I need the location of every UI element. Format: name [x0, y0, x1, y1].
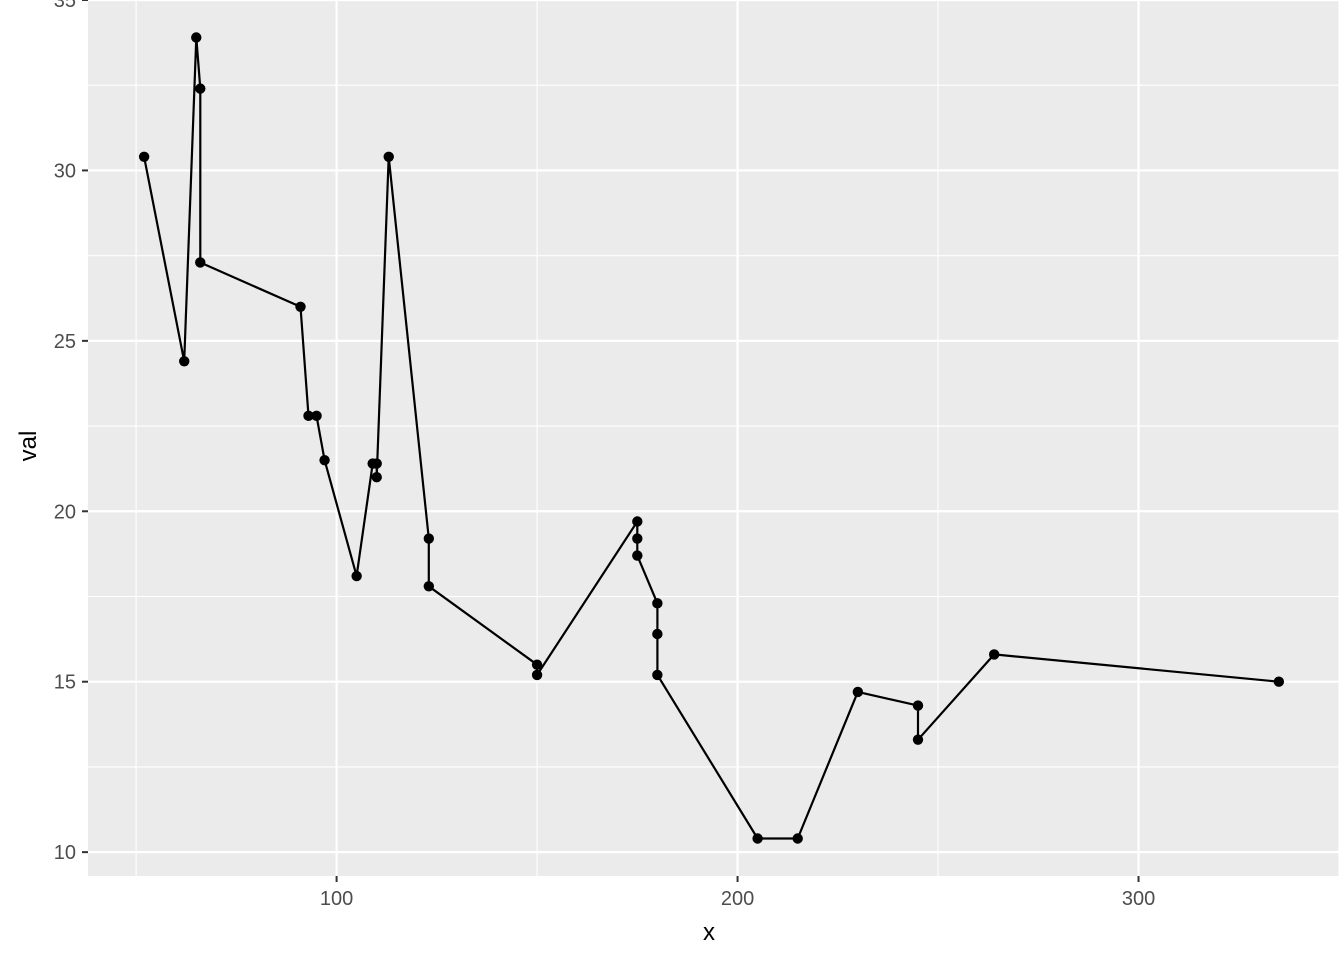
data-point — [371, 458, 382, 469]
minor-grid — [88, 0, 1340, 876]
data-point — [423, 533, 435, 544]
data-point — [195, 257, 206, 268]
data-point — [1273, 676, 1285, 687]
y-tick-label: 10 — [54, 842, 76, 864]
data-point — [652, 598, 663, 609]
y-tick-label: 20 — [54, 501, 76, 523]
data-point — [295, 301, 306, 312]
data-point — [632, 516, 643, 527]
major-grid — [88, 0, 1339, 876]
x-tick-label: 100 — [320, 888, 353, 910]
data-point — [531, 669, 543, 681]
data-point — [371, 471, 382, 483]
data-point — [531, 659, 543, 670]
y-tick-label: 35 — [54, 0, 76, 12]
y-axis-ticks: 10 15 20 25 30 35 — [54, 0, 88, 864]
x-axis-title: x — [703, 919, 715, 946]
data-point — [632, 533, 643, 544]
x-tick-label: 300 — [1122, 888, 1155, 910]
data-point — [383, 151, 394, 162]
data-point — [311, 410, 322, 422]
data-point — [652, 628, 663, 640]
data-point — [191, 32, 202, 43]
data-point — [752, 833, 763, 844]
data-point — [632, 550, 643, 561]
data-point — [351, 570, 362, 582]
data-point — [319, 454, 330, 466]
series-group — [138, 32, 1285, 844]
data-point — [912, 700, 924, 711]
y-tick-label: 30 — [54, 160, 76, 182]
data-point — [138, 151, 150, 162]
y-tick-label: 25 — [54, 331, 76, 353]
x-tick-label: 200 — [721, 888, 754, 910]
data-point — [179, 356, 190, 367]
data-point — [652, 669, 663, 681]
x-axis-ticks: 100 200 300 — [320, 876, 1155, 910]
data-point — [792, 833, 803, 844]
data-point — [852, 686, 864, 698]
data-point — [303, 410, 314, 422]
plot-panel — [88, 0, 1339, 876]
data-point — [988, 649, 1000, 660]
y-tick-label: 15 — [54, 672, 76, 694]
y-axis-title: val — [15, 431, 42, 462]
data-point — [195, 83, 206, 94]
data-point — [423, 581, 435, 592]
data-point — [912, 734, 924, 745]
